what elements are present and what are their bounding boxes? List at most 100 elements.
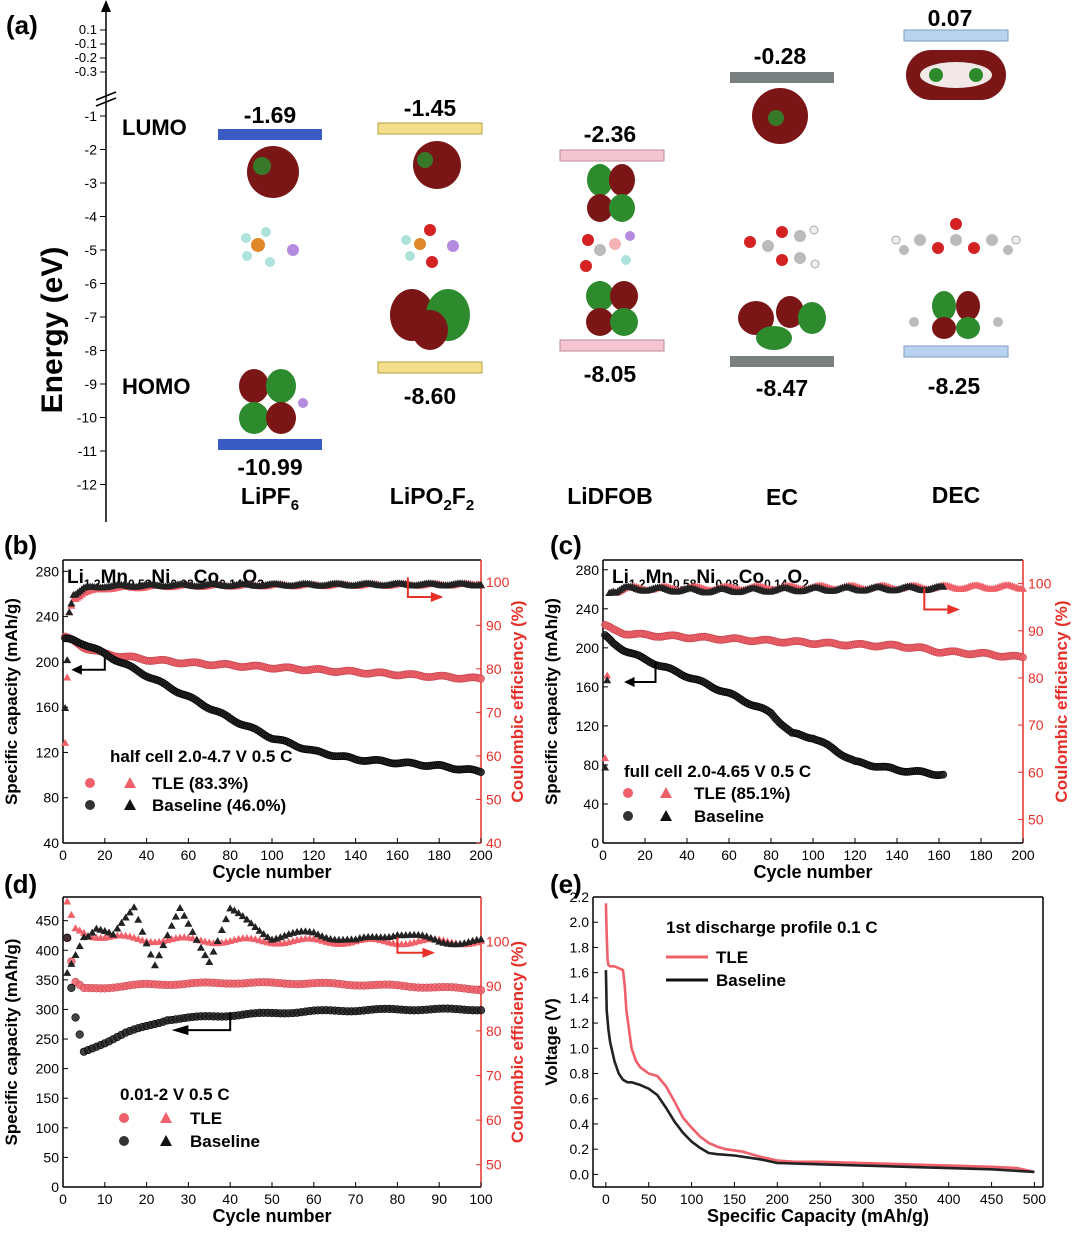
capacity-axis-arrow xyxy=(79,657,106,671)
panel-c-label: (c) xyxy=(550,530,582,560)
baseline-ce-point xyxy=(180,911,189,919)
y2-tick-label: 70 xyxy=(486,1067,502,1083)
x-tick-label: 40 xyxy=(222,1191,238,1207)
tle-ce-point xyxy=(61,738,70,746)
x-tick-label: 10 xyxy=(97,1191,113,1207)
dec-c-atom xyxy=(1003,245,1013,255)
ce-axis-arrowhead xyxy=(947,604,960,615)
axis-break-1 xyxy=(95,91,117,101)
ec-name: EC xyxy=(766,484,798,510)
ec-homo-lobe xyxy=(756,326,792,350)
legend-tle-triangle xyxy=(124,777,136,788)
y-tick-label: 0.4 xyxy=(570,1116,590,1132)
x-tick-label: 100 xyxy=(469,1191,493,1207)
y-tick-label: 250 xyxy=(36,1031,60,1047)
molecule-lipo2f2: -1.45 -8.60 LiPO2F2 xyxy=(377,95,483,514)
baseline-capacity-point xyxy=(476,1006,486,1015)
y2-axis-label: Coulombic efficiency (%) xyxy=(508,941,527,1143)
y-tick-label: 400 xyxy=(36,942,60,958)
ec-homo-lobe xyxy=(798,302,826,334)
lipf6-name: LiPF6 xyxy=(241,483,299,514)
y2-tick-label: 100 xyxy=(486,574,510,590)
dec-lumo-lobe xyxy=(929,68,943,82)
x-tick-label: 300 xyxy=(851,1191,875,1207)
energy-tick-label: -0.2 xyxy=(75,50,97,65)
panel-d-legend: TLE Baseline xyxy=(119,1109,260,1151)
baseline-ce-point xyxy=(63,656,72,664)
baseline-ce-point xyxy=(939,582,948,590)
x-tick-label: 400 xyxy=(937,1191,961,1207)
dec-name: DEC xyxy=(932,482,981,508)
lipf6-homo-lobe xyxy=(266,369,296,403)
tle-discharge-curve xyxy=(604,903,1035,1174)
lidfob-li-atom xyxy=(625,231,635,241)
y-tick-label: 1.6 xyxy=(570,965,590,981)
baseline-ce-point xyxy=(201,951,210,959)
energy-tick-label: 0.1 xyxy=(79,22,97,37)
lidfob-lumo-bar xyxy=(559,149,665,162)
legend-baseline-label: Baseline (46.0%) xyxy=(152,796,286,815)
energy-tick-label: -6 xyxy=(85,276,98,292)
x-tick-label: 120 xyxy=(302,847,326,863)
lipf6-molecule-p-atom xyxy=(251,238,265,252)
y-tick-label: 1.0 xyxy=(570,1040,590,1056)
baseline-ce-point xyxy=(188,927,197,935)
ec-h-atom xyxy=(809,225,819,235)
lipo2f2-f-atom xyxy=(405,251,415,261)
molecule-lipf6: -1.69 -10.99 LiPF6 xyxy=(218,102,322,514)
lidfob-homo-bar xyxy=(559,339,665,352)
baseline-ce-point xyxy=(146,950,155,958)
y2-tick-label: 40 xyxy=(486,835,502,851)
dec-c-atom xyxy=(899,245,909,255)
lipo2f2-name-main: LiPO xyxy=(390,483,444,509)
legend-baseline-triangle xyxy=(160,1135,172,1146)
material-part: Co xyxy=(739,567,764,588)
legend-tle-triangle xyxy=(660,787,672,798)
lipo2f2-homo-lobe xyxy=(412,310,448,350)
lipo2f2-p-atom xyxy=(414,238,426,250)
energy-axis-arrow xyxy=(101,0,111,12)
baseline-ce-point xyxy=(113,924,122,932)
lidfob-name: LiDFOB xyxy=(567,483,653,509)
y-tick-label: 1.2 xyxy=(570,1015,590,1031)
lipo2f2-name-sub2: 2 xyxy=(466,497,474,514)
x-axis-label: Cycle number xyxy=(753,862,872,882)
ec-homo-lobe xyxy=(776,296,804,328)
energy-tick-label: -1 xyxy=(85,108,98,124)
lidfob-homo-lobe xyxy=(586,308,614,336)
ec-homo-orbital xyxy=(738,301,774,335)
panel-b-legend: TLE (83.3%) Baseline (46.0%) xyxy=(85,774,286,815)
baseline-ce-point xyxy=(477,580,485,588)
panel-c-chart: 0 20 40 60 80 100 120 140 160 180 200 0 40 80 120 160 20… xyxy=(542,559,1071,882)
ec-h-atom xyxy=(810,259,820,269)
x-tick-label: 0 xyxy=(599,847,607,863)
x-axis-label: Specific Capacity (mAh/g) xyxy=(707,1206,929,1226)
x-tick-label: 160 xyxy=(386,847,410,863)
x-tick-label: 500 xyxy=(1023,1191,1047,1207)
baseline-ce-point xyxy=(142,939,151,947)
tle-ce-point xyxy=(63,673,72,681)
y-tick-label: 200 xyxy=(36,654,60,670)
baseline-ce-point xyxy=(130,903,139,911)
y-tick-label: 40 xyxy=(43,835,59,851)
lidfob-b-atom xyxy=(609,238,621,250)
x-tick-label: 160 xyxy=(927,847,951,863)
lipf6-f-atom xyxy=(265,257,275,267)
tle-ce-point xyxy=(63,897,72,905)
material-part: Mn xyxy=(646,567,673,588)
ec-lumo-bar xyxy=(730,72,834,83)
panel-b-chart: 0 20 40 60 80 100 120 140 160 180 2004080120160200… xyxy=(2,559,527,882)
y-tick-label: 0.8 xyxy=(570,1066,590,1082)
energy-tick-label: -11 xyxy=(78,443,97,459)
baseline-ce-point xyxy=(65,608,74,616)
y2-tick-label: 90 xyxy=(486,617,502,633)
baseline-ce-point xyxy=(226,904,235,912)
x-axis-label: Cycle number xyxy=(212,862,331,882)
legend-baseline-label: Baseline xyxy=(694,807,764,826)
tle-capacity-point xyxy=(477,674,485,683)
x-tick-label: 100 xyxy=(801,847,825,863)
y2-tick-label: 70 xyxy=(486,704,502,720)
lidfob-lumo-lobe xyxy=(609,164,635,196)
lipo2f2-homo-bar xyxy=(377,361,483,374)
x-tick-label: 450 xyxy=(980,1191,1004,1207)
